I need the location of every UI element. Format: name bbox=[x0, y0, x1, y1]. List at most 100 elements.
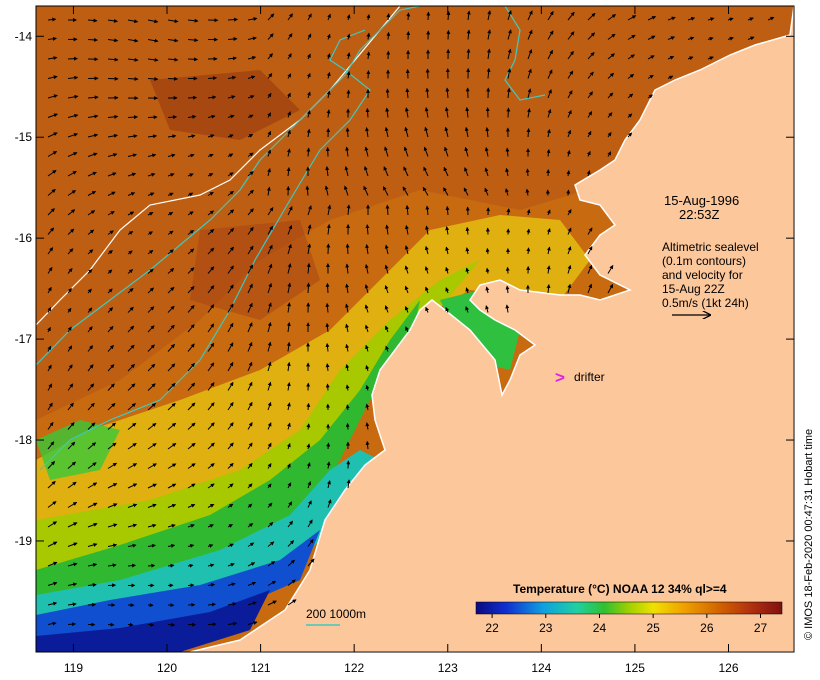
velocity-arrow bbox=[187, 211, 194, 216]
drifter-label: drifter bbox=[574, 370, 605, 384]
velocity-arrow bbox=[287, 92, 291, 99]
velocity-arrow bbox=[286, 167, 291, 177]
velocity-arrow bbox=[287, 482, 292, 489]
velocity-arrow bbox=[607, 33, 616, 40]
velocity-arrow bbox=[306, 262, 311, 274]
velocity-arrow bbox=[207, 362, 215, 372]
velocity-arrow bbox=[67, 522, 78, 528]
deep-blue-band bbox=[36, 590, 270, 652]
velocity-arrow bbox=[207, 582, 216, 587]
velocity-arrow bbox=[127, 57, 139, 62]
velocity-arrow bbox=[327, 204, 332, 216]
velocity-arrow bbox=[505, 167, 510, 177]
velocity-arrow bbox=[127, 287, 134, 294]
velocity-arrow bbox=[187, 543, 195, 548]
velocity-arrow bbox=[67, 383, 74, 391]
velocity-arrow bbox=[47, 227, 55, 235]
velocity-arrow bbox=[167, 305, 175, 313]
velocity-arrow bbox=[207, 342, 215, 352]
velocity-arrow bbox=[287, 53, 292, 60]
velocity-arrow bbox=[307, 481, 312, 489]
velocity-arrow bbox=[107, 344, 114, 352]
velocity-arrow bbox=[187, 267, 195, 274]
velocity-arrow bbox=[127, 38, 139, 43]
velocity-arrow bbox=[587, 111, 593, 118]
velocity-arrow bbox=[87, 402, 95, 411]
velocity-arrow bbox=[325, 166, 330, 177]
velocity-arrow bbox=[647, 35, 656, 40]
dark-warm-patch bbox=[190, 220, 320, 320]
velocity-arrow bbox=[505, 285, 510, 294]
velocity-arrow bbox=[286, 422, 291, 430]
velocity-arrow bbox=[426, 11, 431, 21]
velocity-arrow bbox=[247, 133, 254, 138]
velocity-arrow bbox=[227, 621, 238, 626]
velocity-arrow bbox=[207, 191, 214, 196]
velocity-arrow bbox=[547, 10, 554, 21]
velocity-arrow bbox=[384, 305, 389, 313]
velocity-arrow bbox=[267, 263, 273, 274]
velocity-arrow bbox=[207, 173, 214, 177]
velocity-arrow bbox=[227, 265, 234, 274]
velocity-arrow bbox=[87, 442, 97, 450]
velocity-arrow bbox=[324, 185, 329, 196]
velocity-arrow bbox=[443, 187, 449, 196]
velocity-arrow bbox=[47, 561, 58, 567]
velocity-arrow bbox=[247, 581, 257, 586]
yellow-band bbox=[36, 215, 590, 540]
velocity-arrow bbox=[267, 33, 274, 40]
velocity-arrow bbox=[607, 112, 613, 118]
velocity-arrow bbox=[267, 422, 272, 430]
velocity-arrow bbox=[227, 303, 234, 313]
velocity-arrow bbox=[267, 521, 274, 528]
velocity-arrow bbox=[647, 74, 654, 79]
velocity-arrow bbox=[107, 442, 117, 450]
velocity-arrow bbox=[67, 461, 77, 469]
velocity-arrow bbox=[267, 207, 274, 216]
velocity-arrow bbox=[147, 19, 159, 24]
map-frame bbox=[35, 5, 795, 653]
velocity-arrow bbox=[346, 204, 351, 216]
velocity-arrow bbox=[267, 302, 272, 313]
velocity-arrow bbox=[247, 562, 256, 567]
velocity-arrow bbox=[87, 522, 98, 528]
velocity-arrow bbox=[306, 462, 311, 469]
velocity-arrow bbox=[567, 129, 572, 138]
velocity-arrow bbox=[247, 621, 258, 625]
velocity-arrow bbox=[385, 345, 390, 352]
velocity-arrow bbox=[385, 224, 390, 235]
velocity-arrow bbox=[287, 243, 292, 255]
velocity-arrow bbox=[207, 563, 215, 568]
velocity-arrow bbox=[147, 249, 154, 255]
velocity-arrow bbox=[247, 462, 253, 469]
velocity-arrow bbox=[366, 51, 371, 60]
velocity-arrow bbox=[326, 223, 331, 235]
velocity-arrow bbox=[647, 55, 655, 60]
velocity-arrow bbox=[325, 342, 330, 352]
velocity-arrow bbox=[425, 87, 430, 99]
velocity-arrow bbox=[405, 326, 409, 333]
velocity-arrow bbox=[107, 563, 117, 568]
velocity-arrow bbox=[527, 88, 532, 99]
velocity-arrow bbox=[587, 130, 592, 138]
velocity-arrow bbox=[67, 307, 72, 313]
velocity-arrow bbox=[87, 95, 99, 100]
velocity-arrow bbox=[465, 306, 469, 313]
velocity-arrow bbox=[546, 227, 551, 235]
velocity-arrow bbox=[247, 171, 254, 177]
velocity-arrow bbox=[207, 442, 215, 450]
velocity-arrow bbox=[527, 10, 533, 21]
velocity-arrow bbox=[147, 563, 156, 568]
velocity-arrow bbox=[187, 463, 196, 469]
velocity-arrow bbox=[127, 306, 134, 313]
velocity-arrow bbox=[47, 247, 54, 255]
velocity-arrow bbox=[267, 580, 277, 586]
velocity-arrow bbox=[67, 170, 77, 177]
velocity-arrow bbox=[127, 422, 137, 430]
velocity-arrow bbox=[47, 581, 58, 586]
velocity-arrow bbox=[87, 249, 94, 255]
velocity-arrow bbox=[345, 404, 350, 411]
velocity-arrow bbox=[167, 153, 176, 158]
velocity-arrow bbox=[465, 267, 470, 274]
velocity-arrow bbox=[384, 284, 389, 294]
